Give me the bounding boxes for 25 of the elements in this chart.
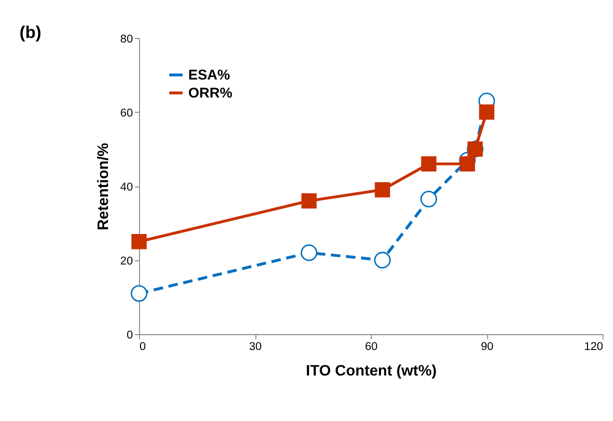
- point: [130, 285, 148, 302]
- y-tick-label: 80: [120, 33, 133, 46]
- point: [301, 193, 317, 209]
- y-tick-label: 40: [120, 181, 133, 194]
- point: [479, 104, 494, 120]
- chart-title: (b): [20, 23, 42, 42]
- legend-label: ESA%: [188, 68, 230, 84]
- y-tick-label: 60: [120, 107, 133, 120]
- y-axis-title: Retention/%: [94, 142, 112, 230]
- x-tick-label: 30: [249, 340, 262, 353]
- point: [374, 252, 391, 268]
- x-tick-label: 120: [584, 340, 604, 353]
- x-tick-label: 0: [140, 340, 146, 353]
- y-tick-label: 0: [126, 329, 133, 342]
- point: [300, 244, 318, 262]
- point: [421, 156, 436, 172]
- point: [131, 234, 147, 250]
- y-tick-label: 20: [120, 255, 133, 268]
- point: [420, 190, 438, 208]
- x-tick-label: 90: [480, 340, 494, 353]
- x-tick-label: 60: [364, 340, 378, 353]
- x-axis-title: ITO Content (wt%): [306, 362, 437, 380]
- point: [374, 182, 390, 198]
- point: [460, 156, 476, 172]
- legend-label: ORR%: [188, 86, 233, 102]
